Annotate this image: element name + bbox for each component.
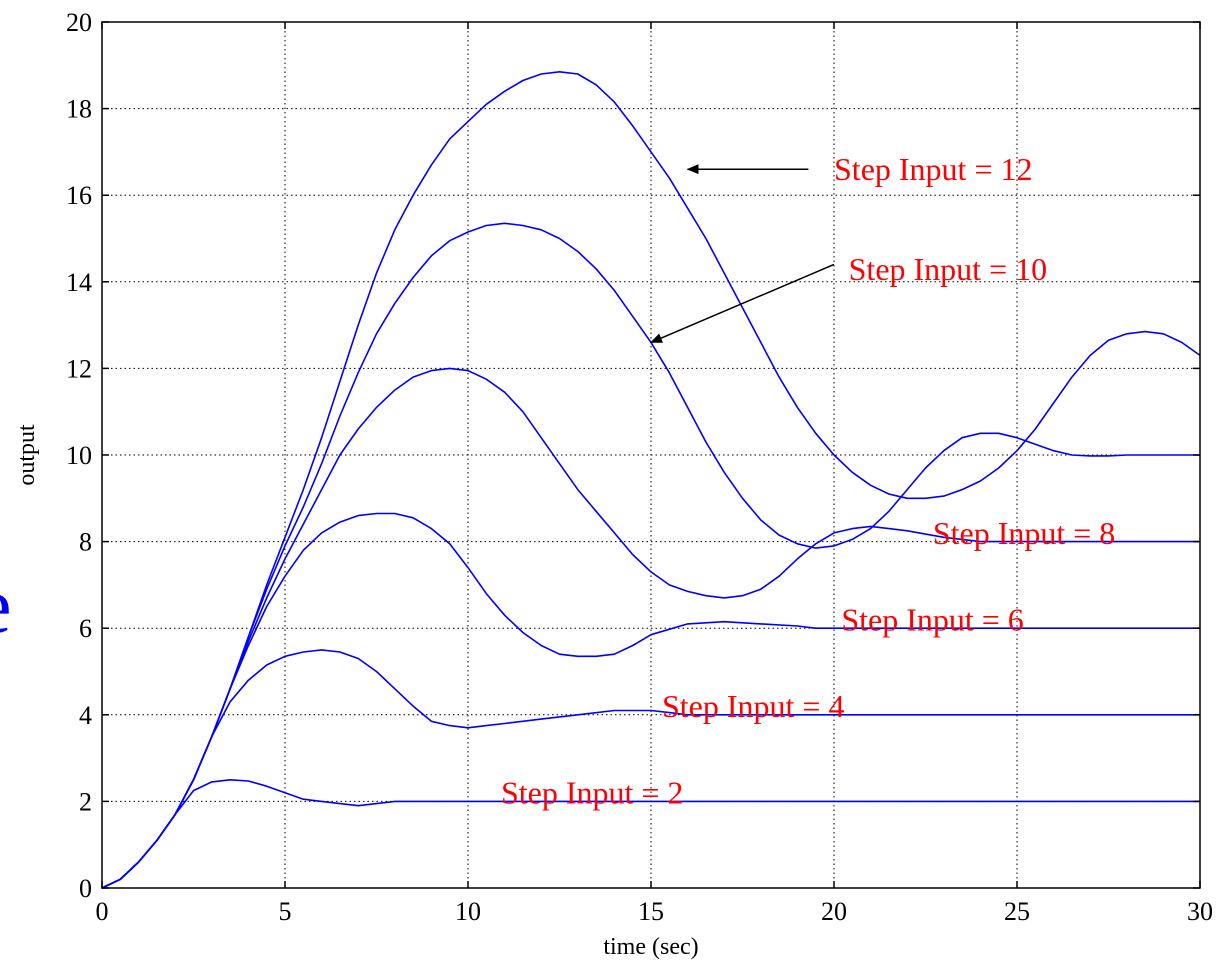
y-tick-label: 16 bbox=[66, 181, 92, 210]
y-tick-label: 6 bbox=[79, 614, 92, 643]
x-axis-label: time (sec) bbox=[603, 934, 698, 960]
annotations: Step Input = 12 Step Input = 10 Step Input… bbox=[501, 151, 1115, 811]
x-tick-label: 25 bbox=[1004, 897, 1030, 926]
y-tick-label: 2 bbox=[79, 787, 92, 816]
edge-glyph-text: e bbox=[0, 562, 12, 650]
annotation-arrow bbox=[650, 263, 835, 344]
x-tick-label: 5 bbox=[279, 897, 292, 926]
series-line-2 bbox=[101, 649, 1200, 889]
y-tick-label: 12 bbox=[66, 354, 92, 383]
x-tick-label: 0 bbox=[96, 897, 109, 926]
series-line-4 bbox=[101, 367, 1200, 889]
step-input-annotation: Step Input = 10 bbox=[849, 251, 1047, 287]
step-input-annotation: Step Input = 8 bbox=[933, 515, 1115, 551]
y-tick-label: 20 bbox=[66, 8, 92, 37]
x-tick-label: 20 bbox=[821, 897, 847, 926]
series-line-3 bbox=[101, 512, 1200, 889]
y-axis-label: output bbox=[14, 424, 40, 486]
y-tick-label: 10 bbox=[66, 441, 92, 470]
y-tick-label: 18 bbox=[66, 95, 92, 124]
y-tick-label: 0 bbox=[79, 874, 92, 903]
y-tick-label: 4 bbox=[79, 701, 92, 730]
step-input-annotation: Step Input = 2 bbox=[501, 775, 683, 811]
y-tick-label: 14 bbox=[66, 268, 92, 297]
series-line-5 bbox=[101, 222, 1200, 889]
x-tick-label: 10 bbox=[455, 897, 481, 926]
x-tick-label: 30 bbox=[1187, 897, 1213, 926]
series-line-6 bbox=[101, 71, 1201, 889]
step-input-annotation: Step Input = 12 bbox=[834, 151, 1032, 187]
x-tick-label: 15 bbox=[638, 897, 664, 926]
axis-ticks: 0 5 10 15 20 25 30 0 2 4 6 8 10 12 14 16 18 20 bbox=[66, 8, 1213, 926]
y-tick-label: 8 bbox=[79, 528, 92, 557]
step-input-annotation: Step Input = 4 bbox=[662, 688, 844, 724]
step-input-annotation: Step Input = 6 bbox=[841, 602, 1023, 638]
series-lines bbox=[101, 71, 1201, 889]
